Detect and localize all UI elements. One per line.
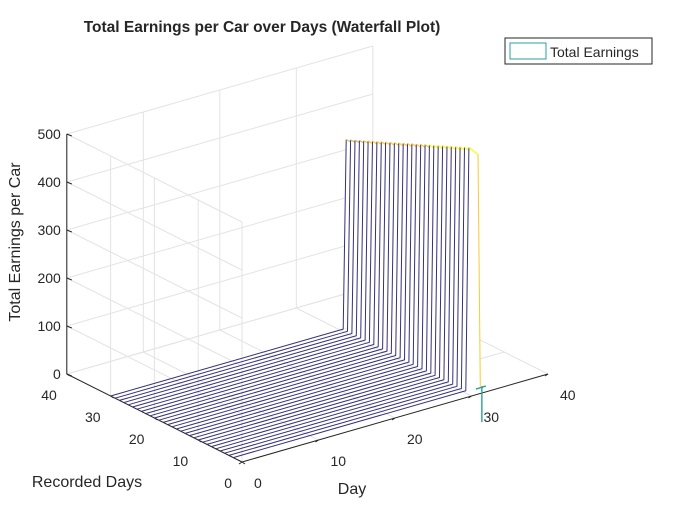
ribbon-line [154,142,391,419]
ribbon-line [211,145,448,448]
grid-line [66,285,373,375]
x-axis-label: Day [338,481,366,498]
y-tick-label: 40 [41,387,57,403]
z-tick-label: 300 [37,222,61,238]
ribbon-line [224,146,461,454]
grid-line [66,325,243,415]
ribbon-line [127,140,365,406]
z-tick-mark [66,373,72,377]
z-tick-mark [66,181,72,185]
x-tick-label: 0 [254,475,262,491]
ribbon-line [119,140,356,401]
z-tick-label: 0 [53,366,61,382]
y-tick-label: 20 [129,431,145,447]
ribbon-line [233,147,470,459]
z-tick-mark [66,229,72,233]
grid-line [66,181,243,271]
ribbon-line [215,146,452,450]
legend-entry: Total Earnings [550,44,639,60]
x-tick-label: 40 [560,387,576,403]
grid-line [66,237,373,327]
x-tick-label: 10 [331,453,347,469]
x-tick-mark [315,439,319,443]
ribbon-line [158,142,395,421]
ribbon-line [141,141,378,412]
z-tick-mark [66,133,72,137]
z-tick-mark [66,325,72,329]
x-tick-mark [238,461,243,465]
ribbon-line [149,142,387,417]
grid-line [66,277,243,367]
ribbon-line [202,145,439,443]
legend[interactable]: Total Earnings [504,37,653,65]
ribbon-line [114,139,352,399]
x-tick-label: 20 [407,431,423,447]
grid-line [66,189,373,279]
x-tick-mark [544,373,549,377]
y-axis-label: Recorded Days [32,474,142,491]
ribbon-line [189,144,426,437]
y-tick-label: 0 [224,475,232,491]
ribbon-line [193,144,430,439]
ribbon-line [180,144,417,432]
ribbon-line [110,139,347,397]
x-tick-mark [468,395,472,399]
ribbon-line [167,143,404,426]
ribbon-drop [477,154,481,387]
y-tick-label: 10 [173,453,189,469]
z-axis-label: Total Earnings per Car [7,162,24,322]
ribbon-line [136,141,373,410]
ribbon-line [228,147,465,456]
ribbon-line [219,146,457,452]
z-tick-label: 100 [37,318,61,334]
grid-line [66,93,373,183]
z-tick-label: 200 [37,270,61,286]
z-tick-mark [66,277,72,281]
ribbon-fill [110,139,362,396]
y-tick-mark [241,461,246,465]
ribbon-line [184,144,422,434]
chart-title: Total Earnings per Car over Days (Waterf… [84,19,441,36]
grid-line [66,229,243,319]
waterfall-ribbons [110,139,487,459]
legend-swatch [509,42,547,60]
ribbon-line [132,140,369,408]
x-tick-label: 30 [484,409,500,425]
ribbon-line [123,140,360,404]
ribbon-line [163,142,400,423]
ribbon-line [171,143,408,428]
base-marker [475,385,487,390]
ribbon-line [198,145,435,441]
ribbon-top [468,146,479,155]
grid-line [66,45,373,135]
ribbon-line [145,141,382,415]
x-tick-mark [391,417,396,421]
z-tick-label: 500 [37,126,61,142]
ribbon-line [206,145,444,445]
grid-line [66,133,243,223]
y-tick-label: 30 [85,409,101,425]
ribbon-line [176,143,413,430]
grid-line [66,141,373,231]
z-tick-label: 400 [37,174,61,190]
